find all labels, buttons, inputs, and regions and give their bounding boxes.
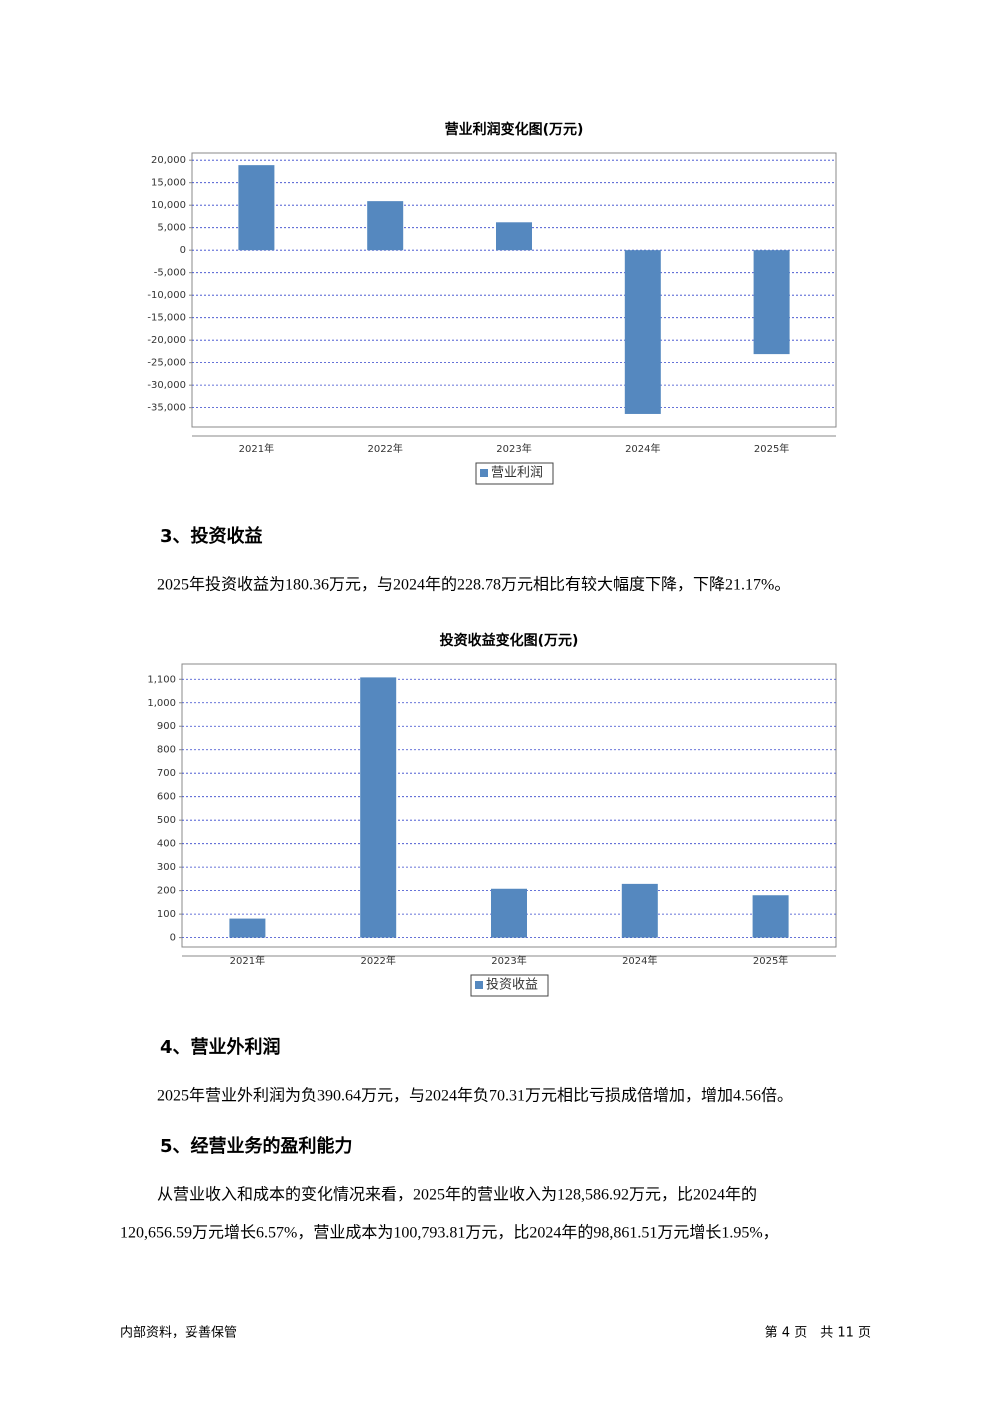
y-tick-label: 0 [180,245,186,256]
bar [229,918,266,938]
bar [753,250,790,355]
x-tick-label: 2022年 [367,442,402,455]
x-tick-label: 2023年 [491,954,526,967]
y-tick-label: 15,000 [151,178,186,189]
y-tick-label: -35,000 [147,403,186,414]
y-tick-label: 5,000 [157,223,186,234]
x-tick-label: 2024年 [625,442,660,455]
footer-left: 内部资料，妥善保管 [120,1325,237,1341]
legend-box [470,974,549,997]
y-tick-label: -10,000 [147,290,186,301]
y-tick-label: -20,000 [147,335,186,346]
x-tick-label: 2024年 [622,954,657,967]
y-tick-label: 10,000 [151,200,186,211]
section-heading: 5、经营业务的盈利能力 [160,1135,353,1157]
y-tick-label: -15,000 [147,313,186,324]
bar [238,165,275,251]
legend-label: 营业利润 [491,466,543,481]
paragraph: 120,656.59万元增长6.57%，营业成本为100,793.81万元，比2… [120,1224,779,1242]
y-tick-label: 700 [157,768,176,779]
y-tick-label: 20,000 [151,155,186,166]
x-tick-label: 2022年 [360,954,395,967]
y-tick-label: 1,000 [147,698,176,709]
y-tick-label: 400 [157,839,176,850]
bar [624,250,661,414]
plot-frame [191,152,837,428]
paragraph: 2025年投资收益为180.36万元，与2024年的228.78万元相比有较大幅… [157,576,790,594]
chart-title: 投资收益变化图(万元) [440,632,579,649]
y-tick-label: 0 [170,933,176,944]
legend-label: 投资收益 [486,977,538,993]
bar [367,201,404,251]
y-tick-label: 800 [157,745,176,756]
x-tick-label: 2025年 [753,954,788,967]
y-tick-label: 900 [157,721,176,732]
y-tick-label: -30,000 [147,380,186,391]
x-tick-label: 2023年 [496,442,531,455]
section-heading: 3、投资收益 [160,525,263,547]
chart-title: 营业利润变化图(万元) [445,121,584,138]
bar [752,895,789,938]
y-tick-label: 1,100 [147,674,176,685]
x-tick-label: 2021年 [230,954,265,967]
y-tick-label: 300 [157,862,176,873]
y-tick-label: 200 [157,886,176,897]
y-tick-label: 500 [157,815,176,826]
bar [491,888,527,938]
legend-swatch [475,981,483,989]
paragraph: 2025年营业外利润为负390.64万元，与2024年负70.31万元相比亏损成… [157,1087,793,1105]
section-heading: 4、营业外利润 [160,1036,281,1058]
bar [621,883,658,938]
y-tick-label: -5,000 [154,268,186,279]
x-tick-label: 2025年 [754,442,789,455]
bar [360,677,397,938]
legend-box [475,462,554,485]
y-tick-label: -25,000 [147,358,186,369]
x-tick-label: 2021年 [239,442,274,455]
paragraph: 从营业收入和成本的变化情况来看，2025年的营业收入为128,586.92万元，… [157,1186,757,1204]
legend-swatch [480,469,488,477]
bar [496,222,532,251]
footer-right: 第 4 页 共 11 页 [765,1326,871,1341]
y-tick-label: 100 [157,909,176,920]
y-tick-label: 600 [157,792,176,803]
